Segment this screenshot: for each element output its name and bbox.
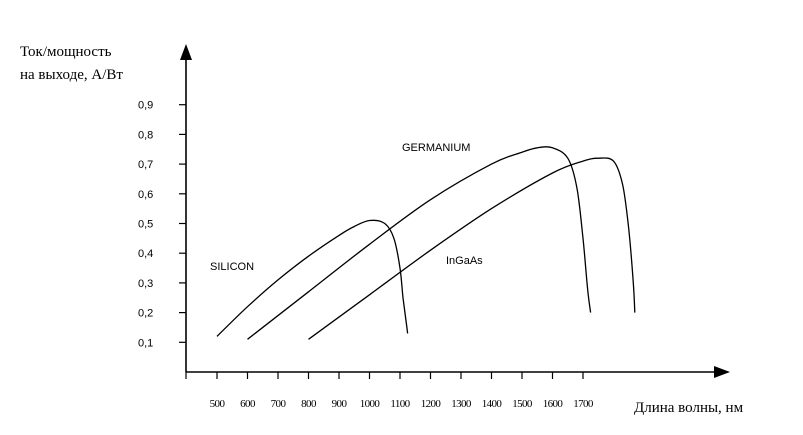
series-labels: SILICON GERMANIUM InGaAs [210,142,483,273]
x-tick-label: 1500 [512,398,533,410]
x-tick-label: 1700 [573,398,594,410]
x-ticks: 500 600 700 800 900 1000 1100 1200 1300 1400 1500 1… [185,372,594,410]
series-line-silicon [216,219,409,337]
series-label-germanium: GERMANIUM [402,142,470,154]
series-line-germanium [247,146,592,340]
y-axis-label-line2: на выходе, А/Вт [20,67,123,83]
x-tick-label: 500 [210,398,226,410]
y-tick-label: 0,2 [138,308,153,320]
x-axis-label: Длина волны, нм [634,400,744,416]
x-axis-arrow-icon [714,366,730,378]
x-tick-label: 700 [271,398,287,410]
x-tick-label: 900 [332,398,348,410]
x-tick-label: 1000 [360,398,381,410]
y-tick-label: 0,4 [138,248,153,260]
y-tick-label: 0,5 [138,219,153,231]
y-tick-label: 0,8 [138,129,153,141]
x-tick-label: 1600 [543,398,564,410]
series-label-ingaas: InGaAs [446,255,483,267]
y-ticks: 0,1 0,2 0,3 0,4 0,5 0,6 0,7 0,8 0,9 [138,100,186,349]
y-axis-arrow-icon [180,44,192,60]
y-axis-label-line1: Ток/мощность [20,44,112,60]
x-tick-label: 600 [240,398,256,410]
y-tick-label: 0,1 [138,337,153,349]
y-tick-label: 0,7 [138,159,153,171]
x-tick-label: 1100 [390,398,410,410]
y-tick-label: 0,9 [138,100,153,112]
y-tick-label: 0,3 [138,278,153,290]
series-line-ingaas [308,157,636,340]
x-tick-label: 1400 [482,398,503,410]
x-tick-label: 1200 [421,398,442,410]
series-curves [216,146,636,340]
x-tick-label: 800 [301,398,317,410]
y-tick-label: 0,6 [138,189,153,201]
series-label-silicon: SILICON [210,261,254,273]
x-tick-label: 1300 [451,398,472,410]
